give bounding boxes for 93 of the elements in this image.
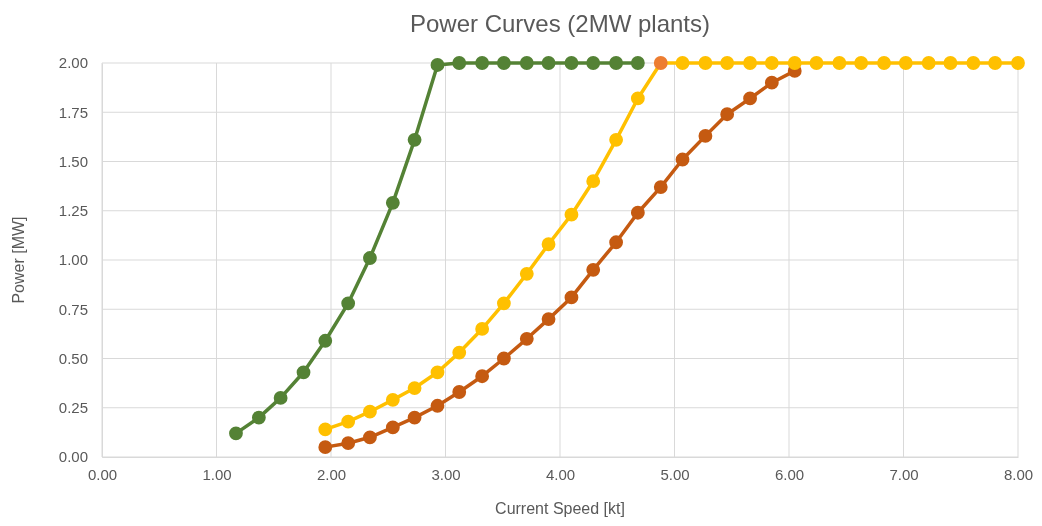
point <box>630 91 645 106</box>
y-tick-label: 0.25 <box>58 399 88 417</box>
y-tick-label: 1.50 <box>58 152 88 170</box>
point <box>966 56 981 70</box>
point <box>430 365 445 380</box>
x-tick-label: 0.00 <box>87 465 118 483</box>
point <box>407 132 422 147</box>
point <box>452 56 467 70</box>
point <box>251 410 266 425</box>
point <box>407 410 422 425</box>
point <box>229 426 243 441</box>
point <box>541 237 556 252</box>
point <box>519 331 534 346</box>
point <box>743 91 757 106</box>
y-tick-label: 1.25 <box>58 202 88 220</box>
point <box>787 56 802 70</box>
point <box>430 58 445 72</box>
point <box>921 56 936 70</box>
point <box>653 56 668 70</box>
point <box>609 56 624 70</box>
point <box>430 398 445 413</box>
point <box>318 440 333 455</box>
x-tick-label: 3.00 <box>431 465 461 483</box>
point <box>496 351 511 366</box>
point <box>630 205 645 220</box>
point <box>586 174 601 189</box>
chart-title: Power Curves (2MW plants) <box>409 10 711 37</box>
point <box>341 296 356 311</box>
point <box>363 404 377 419</box>
point <box>698 128 713 143</box>
point <box>675 56 690 70</box>
point <box>541 312 556 326</box>
point <box>720 107 735 122</box>
point <box>988 56 1003 70</box>
point <box>296 365 311 380</box>
point <box>363 430 377 445</box>
point <box>475 369 490 384</box>
point <box>273 391 288 405</box>
point <box>541 56 556 70</box>
point <box>363 251 377 265</box>
point <box>854 56 869 70</box>
point <box>653 180 668 195</box>
point <box>630 56 645 70</box>
x-tick-label: 8.00 <box>1003 465 1034 483</box>
point <box>341 414 356 429</box>
point <box>832 56 847 70</box>
y-tick-label: 0.00 <box>58 448 88 466</box>
point <box>1011 56 1025 70</box>
x-tick-label: 6.00 <box>774 465 805 483</box>
point <box>764 75 779 90</box>
y-tick-label: 0.75 <box>58 300 88 318</box>
point <box>385 195 400 210</box>
x-axis-title: Current Speed [kt] <box>495 500 625 517</box>
point <box>496 296 511 311</box>
point <box>385 392 400 407</box>
point <box>564 56 579 70</box>
point <box>519 56 534 70</box>
point <box>407 381 422 395</box>
point <box>385 420 400 435</box>
point <box>609 132 624 147</box>
point <box>475 56 490 70</box>
point <box>586 262 601 277</box>
x-tick-label: 5.00 <box>660 465 690 483</box>
point <box>341 436 356 451</box>
point <box>564 207 579 222</box>
point <box>609 235 624 250</box>
y-tick-label: 1.75 <box>58 103 88 121</box>
point <box>764 56 779 70</box>
point <box>698 56 713 70</box>
point <box>743 56 757 70</box>
point <box>898 56 913 70</box>
point <box>452 345 467 360</box>
point <box>586 56 601 70</box>
point <box>452 385 467 399</box>
point <box>318 333 333 348</box>
point <box>318 422 333 437</box>
point <box>720 56 735 70</box>
point <box>675 152 690 167</box>
point <box>877 56 891 70</box>
point <box>475 322 490 336</box>
x-tick-label: 2.00 <box>316 465 347 483</box>
y-tick-label: 1.00 <box>58 251 88 269</box>
y-tick-label: 2.00 <box>58 54 88 72</box>
point <box>519 266 534 281</box>
y-tick-label: 0.50 <box>58 349 88 367</box>
point <box>943 56 958 70</box>
x-tick-label: 1.00 <box>202 465 232 483</box>
point <box>809 56 824 70</box>
x-tick-label: 7.00 <box>889 465 919 483</box>
point <box>564 290 579 305</box>
y-axis-title: Power [MW] <box>10 216 27 304</box>
point <box>496 56 511 70</box>
x-tick-label: 4.00 <box>545 465 576 483</box>
